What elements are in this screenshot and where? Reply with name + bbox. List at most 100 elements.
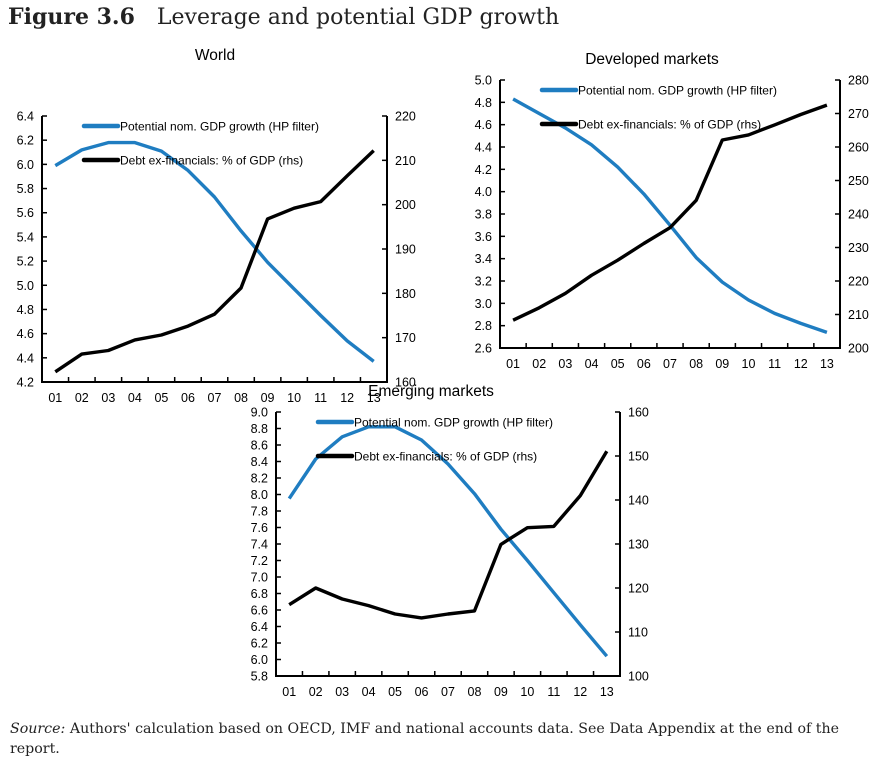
left-tick-label: 4.4: [17, 351, 34, 365]
left-tick-label: 6.0: [17, 158, 34, 172]
x-tick-label: 13: [820, 357, 834, 371]
x-tick-label: 10: [520, 685, 534, 699]
x-tick-label: 08: [234, 391, 248, 405]
chart-developed-markets: Developed markets 5.0 4.8 4.6 4.4 4.2 4.0 3.8 3.…: [452, 37, 893, 382]
x-tick-label: 07: [208, 391, 222, 405]
gdp-growth-series-line: [54, 140, 375, 363]
x-tick-label: 07: [663, 357, 677, 371]
x-tick-label: 08: [689, 357, 703, 371]
left-tick-label: 5.8: [17, 182, 34, 196]
left-tick-label: 6.2: [17, 134, 34, 148]
left-tick-label: 5.2: [17, 255, 34, 269]
left-tick-label: 3.0: [475, 297, 492, 311]
right-tick-label: 130: [628, 538, 649, 552]
x-tick-label: 11: [547, 685, 560, 699]
left-tick-label: 6.4: [251, 620, 268, 634]
right-tick-label: 270: [848, 107, 869, 121]
legend-label-debt: Debt ex-financials: % of GDP (rhs): [120, 154, 303, 168]
left-tick-label: 6.4: [17, 110, 34, 124]
right-tick-label: 220: [848, 275, 869, 289]
right-tick-label: 100: [628, 670, 649, 684]
right-tick-label: 220: [395, 110, 416, 124]
x-tick-label: 09: [715, 357, 729, 371]
left-tick-label: 7.6: [251, 521, 268, 535]
right-tick-label: 230: [848, 241, 869, 255]
right-tick-label: 140: [628, 494, 649, 508]
right-tick-label: 200: [848, 342, 869, 356]
chart-title: World: [195, 47, 235, 64]
x-tick-label: 03: [558, 357, 572, 371]
x-tick-label: 02: [532, 357, 546, 371]
x-tick-label: 10: [742, 357, 756, 371]
x-tick-label: 02: [75, 391, 89, 405]
x-tick-label: 04: [128, 391, 142, 405]
left-tick-label: 4.4: [475, 141, 492, 155]
chart-svg: Emerging markets 9.0 8.8 8.6 8.4 8.2 8.0 7.8 7.6…: [251, 383, 649, 699]
right-tick-label: 260: [848, 141, 869, 155]
legend-label-debt: Debt ex-financials: % of GDP (rhs): [578, 118, 761, 132]
right-tick-label: 160: [628, 406, 649, 420]
x-tick-label: 01: [282, 685, 296, 699]
gdp-growth-series-line: [512, 97, 828, 335]
left-tick-label: 2.8: [475, 319, 492, 333]
source-note: Source: Authors' calculation based on OE…: [10, 719, 880, 759]
left-tick-label: 3.6: [475, 230, 492, 244]
figure-caption: Leverage and potential GDP growth: [156, 5, 560, 30]
chart-emerging-markets: Emerging markets 9.0 8.8 8.6 8.4 8.2 8.0 7.8 7.6…: [233, 382, 673, 702]
left-tick-label: 5.0: [17, 279, 34, 293]
x-tick-label: 02: [309, 685, 323, 699]
left-tick-label: 6.2: [251, 637, 268, 651]
x-tick-label: 11: [768, 357, 781, 371]
debt-series-line: [512, 103, 828, 322]
right-tick-label: 160: [395, 376, 416, 390]
x-tick-label: 06: [181, 391, 195, 405]
left-tick-label: 8.4: [251, 455, 268, 469]
right-tick-label: 210: [848, 308, 869, 322]
right-tick-label: 280: [848, 74, 869, 88]
left-tick-label: 6.0: [251, 653, 268, 667]
source-label: Source:: [10, 721, 66, 737]
x-tick-label: 07: [441, 685, 455, 699]
left-tick-label: 8.8: [251, 422, 268, 436]
right-tick-label: 200: [395, 198, 416, 212]
legend-label-gdp-growth: Potential nom. GDP growth (HP filter): [120, 120, 319, 134]
legend-label-debt: Debt ex-financials: % of GDP (rhs): [354, 450, 537, 464]
left-tick-label: 5.8: [251, 670, 268, 684]
x-tick-label: 03: [335, 685, 349, 699]
x-tick-label: 03: [101, 391, 115, 405]
left-tick-label: 4.8: [475, 96, 492, 110]
left-tick-label: 7.8: [251, 505, 268, 519]
x-tick-label: 09: [494, 685, 508, 699]
debt-series-line: [288, 450, 609, 620]
right-tick-label: 250: [848, 174, 869, 188]
x-tick-label: 05: [611, 357, 625, 371]
left-tick-label: 9.0: [251, 406, 268, 420]
left-tick-label: 3.2: [475, 275, 492, 289]
x-tick-label: 06: [415, 685, 429, 699]
x-tick-label: 09: [261, 391, 275, 405]
figure-number: Figure 3.6: [8, 4, 135, 30]
left-tick-label: 7.0: [251, 571, 268, 585]
x-tick-label: 05: [154, 391, 168, 405]
right-tick-label: 180: [395, 287, 416, 301]
left-tick-label: 3.8: [475, 208, 492, 222]
left-tick-label: 4.2: [17, 376, 34, 390]
chart-world: World 6.4 6.2 6.0 5.8 5.6 5.4 5.2 5.0 4.8 4.6 4.4 4.…: [0, 38, 440, 408]
x-tick-label: 01: [48, 391, 62, 405]
left-tick-label: 4.6: [475, 118, 492, 132]
x-tick-label: 01: [506, 357, 520, 371]
x-tick-label: 11: [314, 391, 327, 405]
left-tick-label: 8.6: [251, 439, 268, 453]
x-tick-label: 10: [287, 391, 301, 405]
left-tick-label: 7.4: [251, 538, 268, 552]
right-tick-label: 210: [395, 154, 416, 168]
left-tick-label: 5.0: [475, 74, 492, 88]
legend-label-gdp-growth: Potential nom. GDP growth (HP filter): [354, 416, 553, 430]
x-tick-label: 08: [468, 685, 482, 699]
left-tick-label: 7.2: [251, 554, 268, 568]
x-tick-label: 12: [573, 685, 587, 699]
right-tick-label: 150: [628, 450, 649, 464]
left-tick-label: 5.4: [17, 230, 34, 244]
x-tick-label: 13: [600, 685, 614, 699]
left-tick-label: 6.6: [251, 604, 268, 618]
